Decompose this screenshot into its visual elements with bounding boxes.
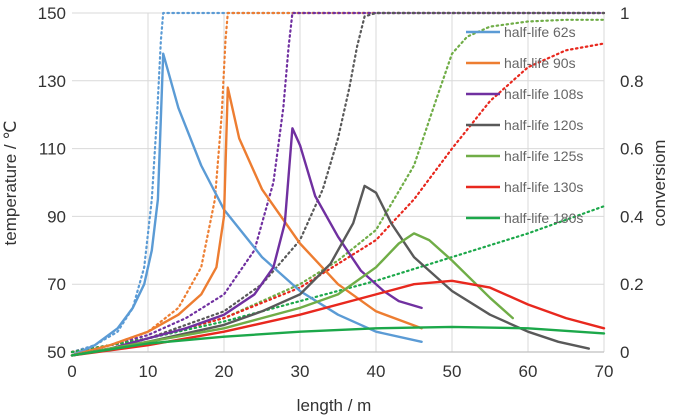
legend-label: half-life 62s [504,24,576,40]
x-tick-label: 10 [139,362,158,381]
x-tick-label: 20 [215,362,234,381]
y-left-tick-label: 110 [39,140,66,159]
y-axis-left-title: temperature / ℃ [1,121,20,246]
temperature-line [70,86,423,357]
temperature-line [70,232,514,357]
y-right-tick-label: 0 [620,343,629,362]
grid [72,12,605,352]
y-left-tick-label: 90 [47,207,66,226]
temperature-line [70,279,606,357]
plot-area [70,11,606,357]
legend-label: half-life 90s [504,55,576,71]
x-tick-label: 50 [443,362,462,381]
legend-label: half-life 125s [504,148,583,164]
legend-label: half-life 108s [504,86,583,102]
temperature-line [70,52,423,357]
y-right-tick-label: 0.6 [620,140,644,159]
x-tick-label: 0 [67,362,76,381]
conversion-line [70,11,606,354]
y-left-tick-label: 70 [47,275,66,294]
y-left-tick-label: 50 [47,343,66,362]
y-right-tick-label: 0.8 [620,72,644,91]
legend-label: half-life 120s [504,117,583,133]
conversion-line [70,11,606,354]
temperature-line [70,325,606,357]
x-axis-title: length / m [297,396,372,415]
temperature-line [70,184,590,357]
y-axis-right-title: conversiom [650,140,669,227]
y-right-tick-label: 1 [620,4,629,23]
y-right-tick-label: 0.2 [620,275,644,294]
temperature-line [70,127,423,357]
x-tick-label: 60 [519,362,538,381]
x-tick-label: 30 [291,362,310,381]
legend: half-life 62s half-life 90s half-life 108s… [466,24,583,226]
x-tick-label: 40 [367,362,386,381]
legend-label: half-life 180s [504,210,583,226]
x-tick-label: 70 [595,362,614,381]
y-left-tick-label: 130 [38,72,66,91]
axes: 0 10 20 30 40 50 60 70 50 70 90 110 130 150 0 0.2 0.4 0.6… [38,4,644,381]
legend-label: half-life 130s [504,179,583,195]
y-right-tick-label: 0.4 [620,207,644,226]
y-left-tick-label: 150 [38,4,66,23]
